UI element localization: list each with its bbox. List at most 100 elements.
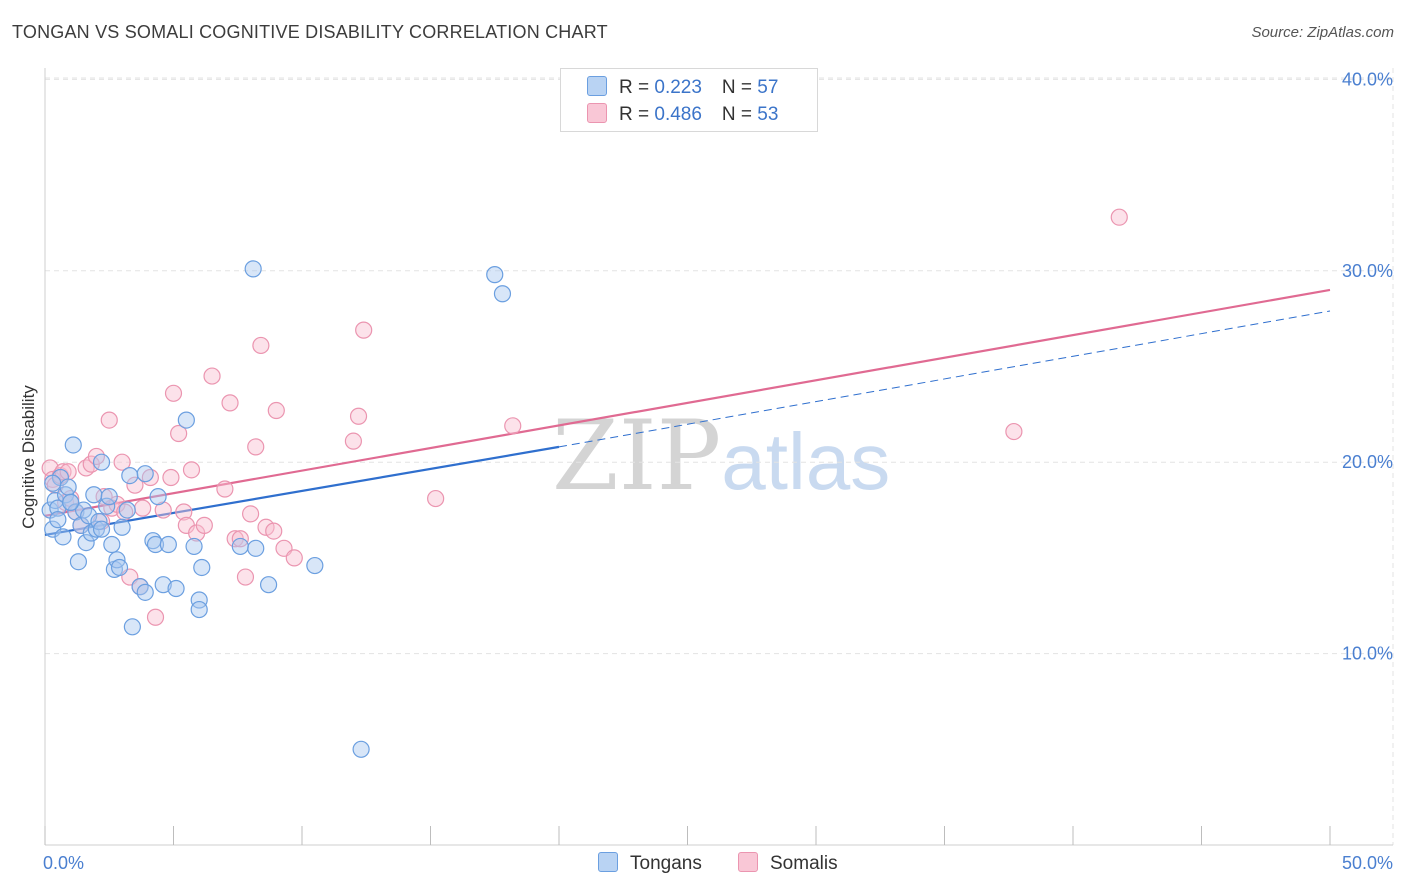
tongan-point: [190, 600, 208, 619]
tongan-point: [493, 285, 512, 303]
legend-r-value: 0.223: [654, 77, 702, 98]
tongan-point: [59, 478, 77, 496]
y-tick-label: 20.0%: [1342, 452, 1393, 472]
trend-lines: [44, 288, 1331, 537]
bottom-legend-somalis: Somalis: [738, 852, 838, 875]
tongan-point: [136, 583, 154, 601]
tongan-point: [44, 474, 62, 492]
tick-labels: 10.0% 20.0% 30.0% 40.0% 0.0% 50.0%: [43, 69, 1393, 873]
legend-r-label: R =: [619, 77, 655, 98]
tongan-point: [154, 576, 172, 594]
somali-point: [175, 503, 193, 521]
tongan-point: [62, 493, 80, 511]
somali-point: [265, 522, 283, 540]
y-tick-label: 40.0%: [1342, 69, 1393, 89]
somali-point: [182, 461, 201, 479]
somali-point: [1005, 422, 1023, 441]
somali-point: [344, 432, 362, 450]
somali-point: [203, 367, 221, 385]
legend-row-somalis: R = 0.486 N = 53: [587, 103, 778, 127]
somali-point: [162, 468, 180, 487]
tongan-point: [69, 553, 88, 571]
somali-point: [355, 321, 373, 339]
tongan-point: [85, 486, 103, 504]
somali-point: [349, 407, 368, 425]
somalis-trend-line: [44, 288, 1331, 517]
data-points: [41, 208, 1128, 758]
tongan-point: [193, 558, 211, 577]
stats-legend: R = 0.223 N = 57 R = 0.486 N = 53: [560, 68, 818, 132]
somali-point: [170, 424, 188, 443]
somali-point: [164, 384, 183, 402]
somali-point: [242, 505, 260, 523]
x-tick-label: 50.0%: [1342, 853, 1393, 873]
tongan-point: [306, 556, 324, 575]
legend-r-value: 0.486: [654, 104, 702, 125]
tongan-point: [92, 520, 111, 538]
somali-point: [257, 518, 275, 536]
tongan-point: [146, 535, 165, 554]
axes: [44, 68, 1393, 846]
chart-title: TONGAN VS SOMALI COGNITIVE DISABILITY CO…: [12, 22, 608, 42]
x-tick-label: 0.0%: [43, 853, 84, 873]
tongan-point: [80, 507, 98, 525]
somali-point: [146, 608, 165, 626]
tongan-point: [167, 579, 185, 598]
tongan-point: [247, 539, 265, 557]
somali-point: [504, 417, 522, 435]
tongan-point: [121, 466, 139, 485]
tongans-trend-line: [44, 445, 560, 537]
tongan-point: [177, 411, 195, 429]
legend-n-label: N =: [721, 104, 758, 125]
somalis-label: Somalis: [770, 853, 838, 874]
legend-n-value: 57: [757, 77, 779, 98]
tongan-point: [49, 511, 67, 529]
legend-n-label: N =: [721, 77, 758, 98]
tongan-point: [149, 488, 167, 506]
somali-point: [267, 401, 285, 420]
tongan-point: [231, 537, 249, 556]
tongans-swatch: [598, 852, 618, 872]
somali-point: [427, 489, 445, 508]
watermark-atlas: atlas: [721, 417, 891, 506]
bottom-legend-tongans: Tongans: [598, 852, 702, 875]
tongan-point: [77, 533, 95, 552]
somali-point: [126, 476, 144, 494]
tongan-point: [136, 465, 154, 483]
tongan-point: [64, 436, 82, 454]
somali-point: [216, 480, 234, 498]
tongans-trend-extension: [558, 310, 1331, 448]
source-credit: Source: ZipAtlas.com: [1251, 24, 1394, 41]
tongan-point: [92, 453, 111, 471]
somali-point: [113, 453, 131, 471]
tongans-swatch: [587, 76, 607, 96]
tongan-point: [352, 740, 370, 758]
gridlines: [45, 68, 1394, 845]
watermark: ZIPatlas: [552, 400, 890, 512]
legend-r-label: R =: [619, 104, 655, 125]
somali-point: [195, 516, 213, 534]
somali-point: [1110, 208, 1128, 226]
somali-point: [285, 549, 303, 567]
legend-n-value: 53: [757, 104, 779, 125]
y-axis-title: Cognitive Disability: [19, 385, 38, 529]
tongan-point: [190, 591, 208, 609]
tongan-point: [103, 535, 121, 554]
somali-point: [252, 336, 270, 355]
somalis-swatch: [738, 852, 758, 872]
y-tick-label: 10.0%: [1342, 644, 1393, 664]
tongan-point: [185, 537, 203, 556]
somalis-swatch: [587, 103, 607, 123]
somali-point: [247, 438, 265, 456]
tongan-point: [118, 501, 136, 519]
tongan-point: [486, 266, 504, 284]
tongan-point: [244, 260, 262, 278]
tongan-point: [100, 488, 118, 506]
tongan-point: [113, 518, 131, 536]
tongan-point: [123, 618, 141, 636]
watermark-zip: ZIP: [552, 400, 722, 512]
tongan-point: [54, 528, 72, 546]
somali-point: [134, 499, 152, 517]
tongan-point: [259, 576, 278, 594]
